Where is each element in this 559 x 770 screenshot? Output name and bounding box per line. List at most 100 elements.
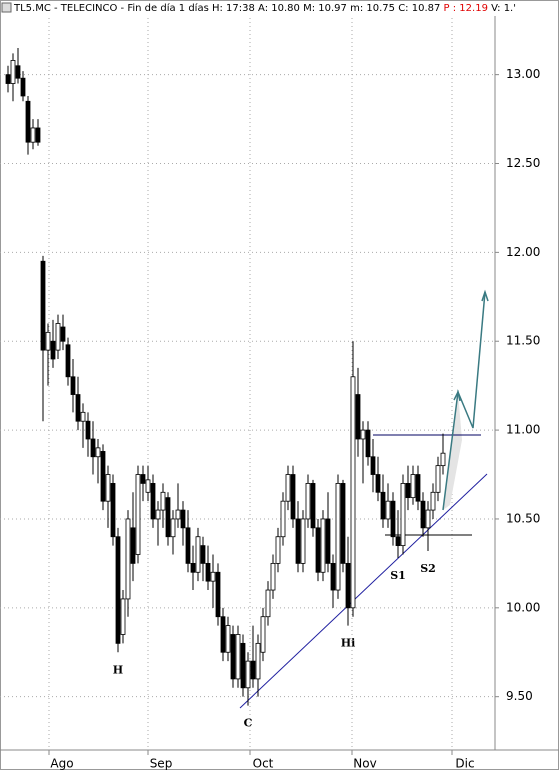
candle-body [400, 483, 406, 547]
candle-body [180, 509, 186, 529]
candle-body [35, 127, 41, 143]
candle-body [425, 509, 431, 529]
candle-body [320, 518, 326, 573]
y-tick-label: 10.00 [506, 600, 540, 614]
header: TL5.MC - TELECINCO - Fin de día 1 días H… [13, 2, 516, 14]
candle-body [195, 536, 201, 573]
candle-body [90, 438, 96, 458]
header-close: C: 10.87 [398, 3, 440, 14]
candle-body [15, 65, 21, 79]
header-volume: V: 1.' [491, 3, 516, 14]
x-tick-label: Nov [353, 757, 376, 770]
candle-body [170, 518, 176, 538]
candle-body [185, 527, 191, 564]
projection-shade [443, 392, 462, 510]
candle-body [270, 562, 276, 591]
candle-body [225, 625, 231, 653]
candle-body [375, 474, 381, 493]
candle-body [415, 474, 421, 502]
candle-body [80, 411, 86, 422]
header-high: M: 10.97 [303, 3, 347, 14]
annotation: Hi [341, 637, 356, 650]
candle-body [340, 483, 346, 564]
y-tick-label: 12.50 [506, 156, 540, 170]
candle-body [300, 518, 306, 564]
candle-body [20, 77, 26, 97]
candle-body [105, 474, 111, 502]
candle-body [50, 340, 56, 360]
y-tick-label: 11.50 [506, 334, 540, 348]
y-tick-label: 12.00 [506, 245, 540, 259]
candle-body [405, 483, 411, 499]
candle-body [430, 491, 436, 511]
header-prev: P : 12.19 [444, 3, 488, 14]
y-tick-label: 10.50 [506, 511, 540, 525]
candle-body [175, 509, 181, 520]
arrow-head [453, 389, 461, 402]
candle-body [115, 536, 121, 644]
icon [1, 2, 12, 13]
candle-body [315, 527, 321, 573]
x-tick-label: Oct [253, 757, 274, 770]
projection-arrow [442, 291, 486, 511]
candle-body [305, 483, 311, 520]
candle-body [85, 420, 91, 440]
candle-body [240, 642, 246, 689]
candle-body [435, 465, 441, 493]
candle-body [380, 491, 386, 520]
x-tick-label: Ago [50, 757, 73, 770]
candle-body [280, 500, 286, 538]
trend-line [239, 473, 488, 709]
candle-body [130, 527, 136, 564]
candle-body [285, 474, 291, 502]
candle-body [230, 634, 236, 680]
candle-body [250, 660, 256, 680]
annotation: S2 [420, 562, 436, 575]
candle-body [275, 536, 281, 564]
candle-body [440, 452, 446, 467]
candle-body [75, 394, 81, 422]
drawings [239, 289, 489, 709]
candle-body [220, 616, 226, 653]
candle-body [410, 474, 416, 499]
candle-body [355, 394, 361, 440]
header-title: TL5.MC - TELECINCO - Fin de día 1 días [13, 2, 209, 14]
candle-body [210, 571, 216, 582]
candle-body [10, 60, 16, 84]
candle-body [70, 376, 76, 395]
candle-body [395, 536, 401, 547]
candle-body [100, 451, 106, 502]
annotation: H [113, 663, 123, 676]
candle-body [45, 331, 51, 351]
candle-body [265, 589, 271, 618]
candle-body [25, 100, 31, 143]
candle-body [255, 642, 261, 680]
candle-body [290, 474, 296, 520]
candle-body [60, 326, 66, 342]
candle-body [260, 616, 266, 653]
candle-body [40, 260, 46, 351]
annotation: C [244, 717, 253, 730]
x-tick-label: Dic [455, 757, 474, 770]
candle-body [160, 491, 166, 511]
candle-body [190, 562, 196, 573]
candle-body [370, 456, 376, 475]
candle-body [135, 474, 141, 555]
y-tick-label: 13.00 [506, 67, 540, 81]
candle-body [365, 429, 371, 458]
candle-body [200, 545, 206, 564]
y-tick-label: 9.50 [506, 689, 533, 703]
x-tick-label: Sep [150, 757, 173, 770]
annotation: S1 [390, 569, 406, 582]
candle-body [110, 483, 116, 538]
candle-body [420, 500, 426, 529]
candle-body [215, 571, 221, 618]
candle-body [120, 598, 126, 635]
arrow-head [481, 289, 489, 302]
candle-body [140, 474, 146, 484]
candle-body [150, 483, 156, 520]
candle-body [295, 518, 301, 564]
candle-body [125, 518, 131, 600]
candle-body [385, 500, 391, 520]
